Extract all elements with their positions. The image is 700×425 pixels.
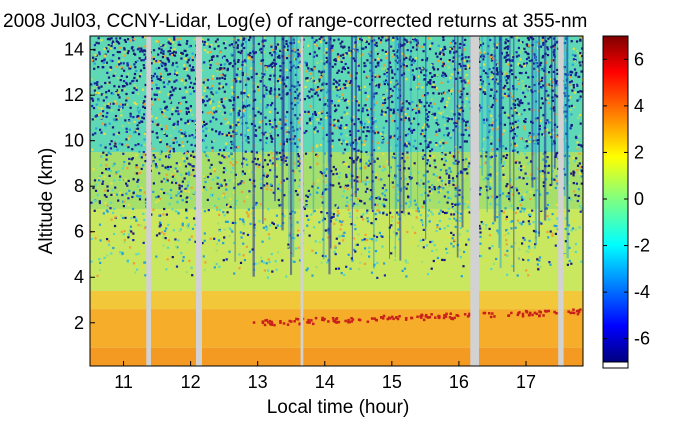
colorbar-tick-label: -2 [634, 236, 650, 256]
chart-title: 2008 Jul03, CCNY-Lidar, Log(e) of range-… [3, 11, 587, 32]
data-gap [301, 36, 304, 366]
data-gap [196, 36, 202, 366]
band-surface [90, 348, 583, 366]
data-gap [146, 36, 151, 366]
colorbar-tick-label: 2 [634, 142, 644, 162]
colorbar: -6 -4 -2 0 2 4 6 [603, 36, 650, 368]
data-gap [470, 36, 479, 366]
y-tick-label: 4 [74, 267, 84, 287]
y-tick-label: 6 [74, 222, 84, 242]
y-tick-label: 8 [74, 176, 84, 196]
colorbar-tick-label: 6 [634, 49, 644, 69]
x-tick-label: 17 [516, 372, 536, 392]
x-tick-label: 11 [114, 372, 133, 392]
y-tick-label: 2 [74, 313, 84, 333]
y-tick-label: 14 [64, 40, 84, 60]
y-axis-label: Altitude (km) [36, 148, 57, 255]
colorbar-tick-label: 4 [634, 96, 644, 116]
band-free-troposphere [90, 152, 583, 209]
y-tick-label: 10 [64, 131, 84, 151]
band-boundary-top [90, 291, 583, 309]
x-tick-label: 16 [449, 372, 469, 392]
x-tick-label: 13 [248, 372, 268, 392]
data-gap [558, 36, 563, 366]
plot-area [90, 36, 585, 366]
x-tick-label: 14 [315, 372, 335, 392]
x-axis-label: Local time (hour) [267, 397, 410, 418]
x-tick-label: 12 [181, 372, 201, 392]
colorbar-tick-label: 0 [634, 189, 644, 209]
y-tick-label: 12 [64, 85, 84, 105]
colorbar-end-cap [603, 362, 628, 368]
colorbar-tick-label: -4 [634, 282, 650, 302]
x-tick-label: 15 [382, 372, 402, 392]
band-lower-free-troposphere [90, 209, 583, 291]
colorbar-tick-label: -6 [634, 329, 650, 349]
heatmap-layer [90, 36, 585, 366]
